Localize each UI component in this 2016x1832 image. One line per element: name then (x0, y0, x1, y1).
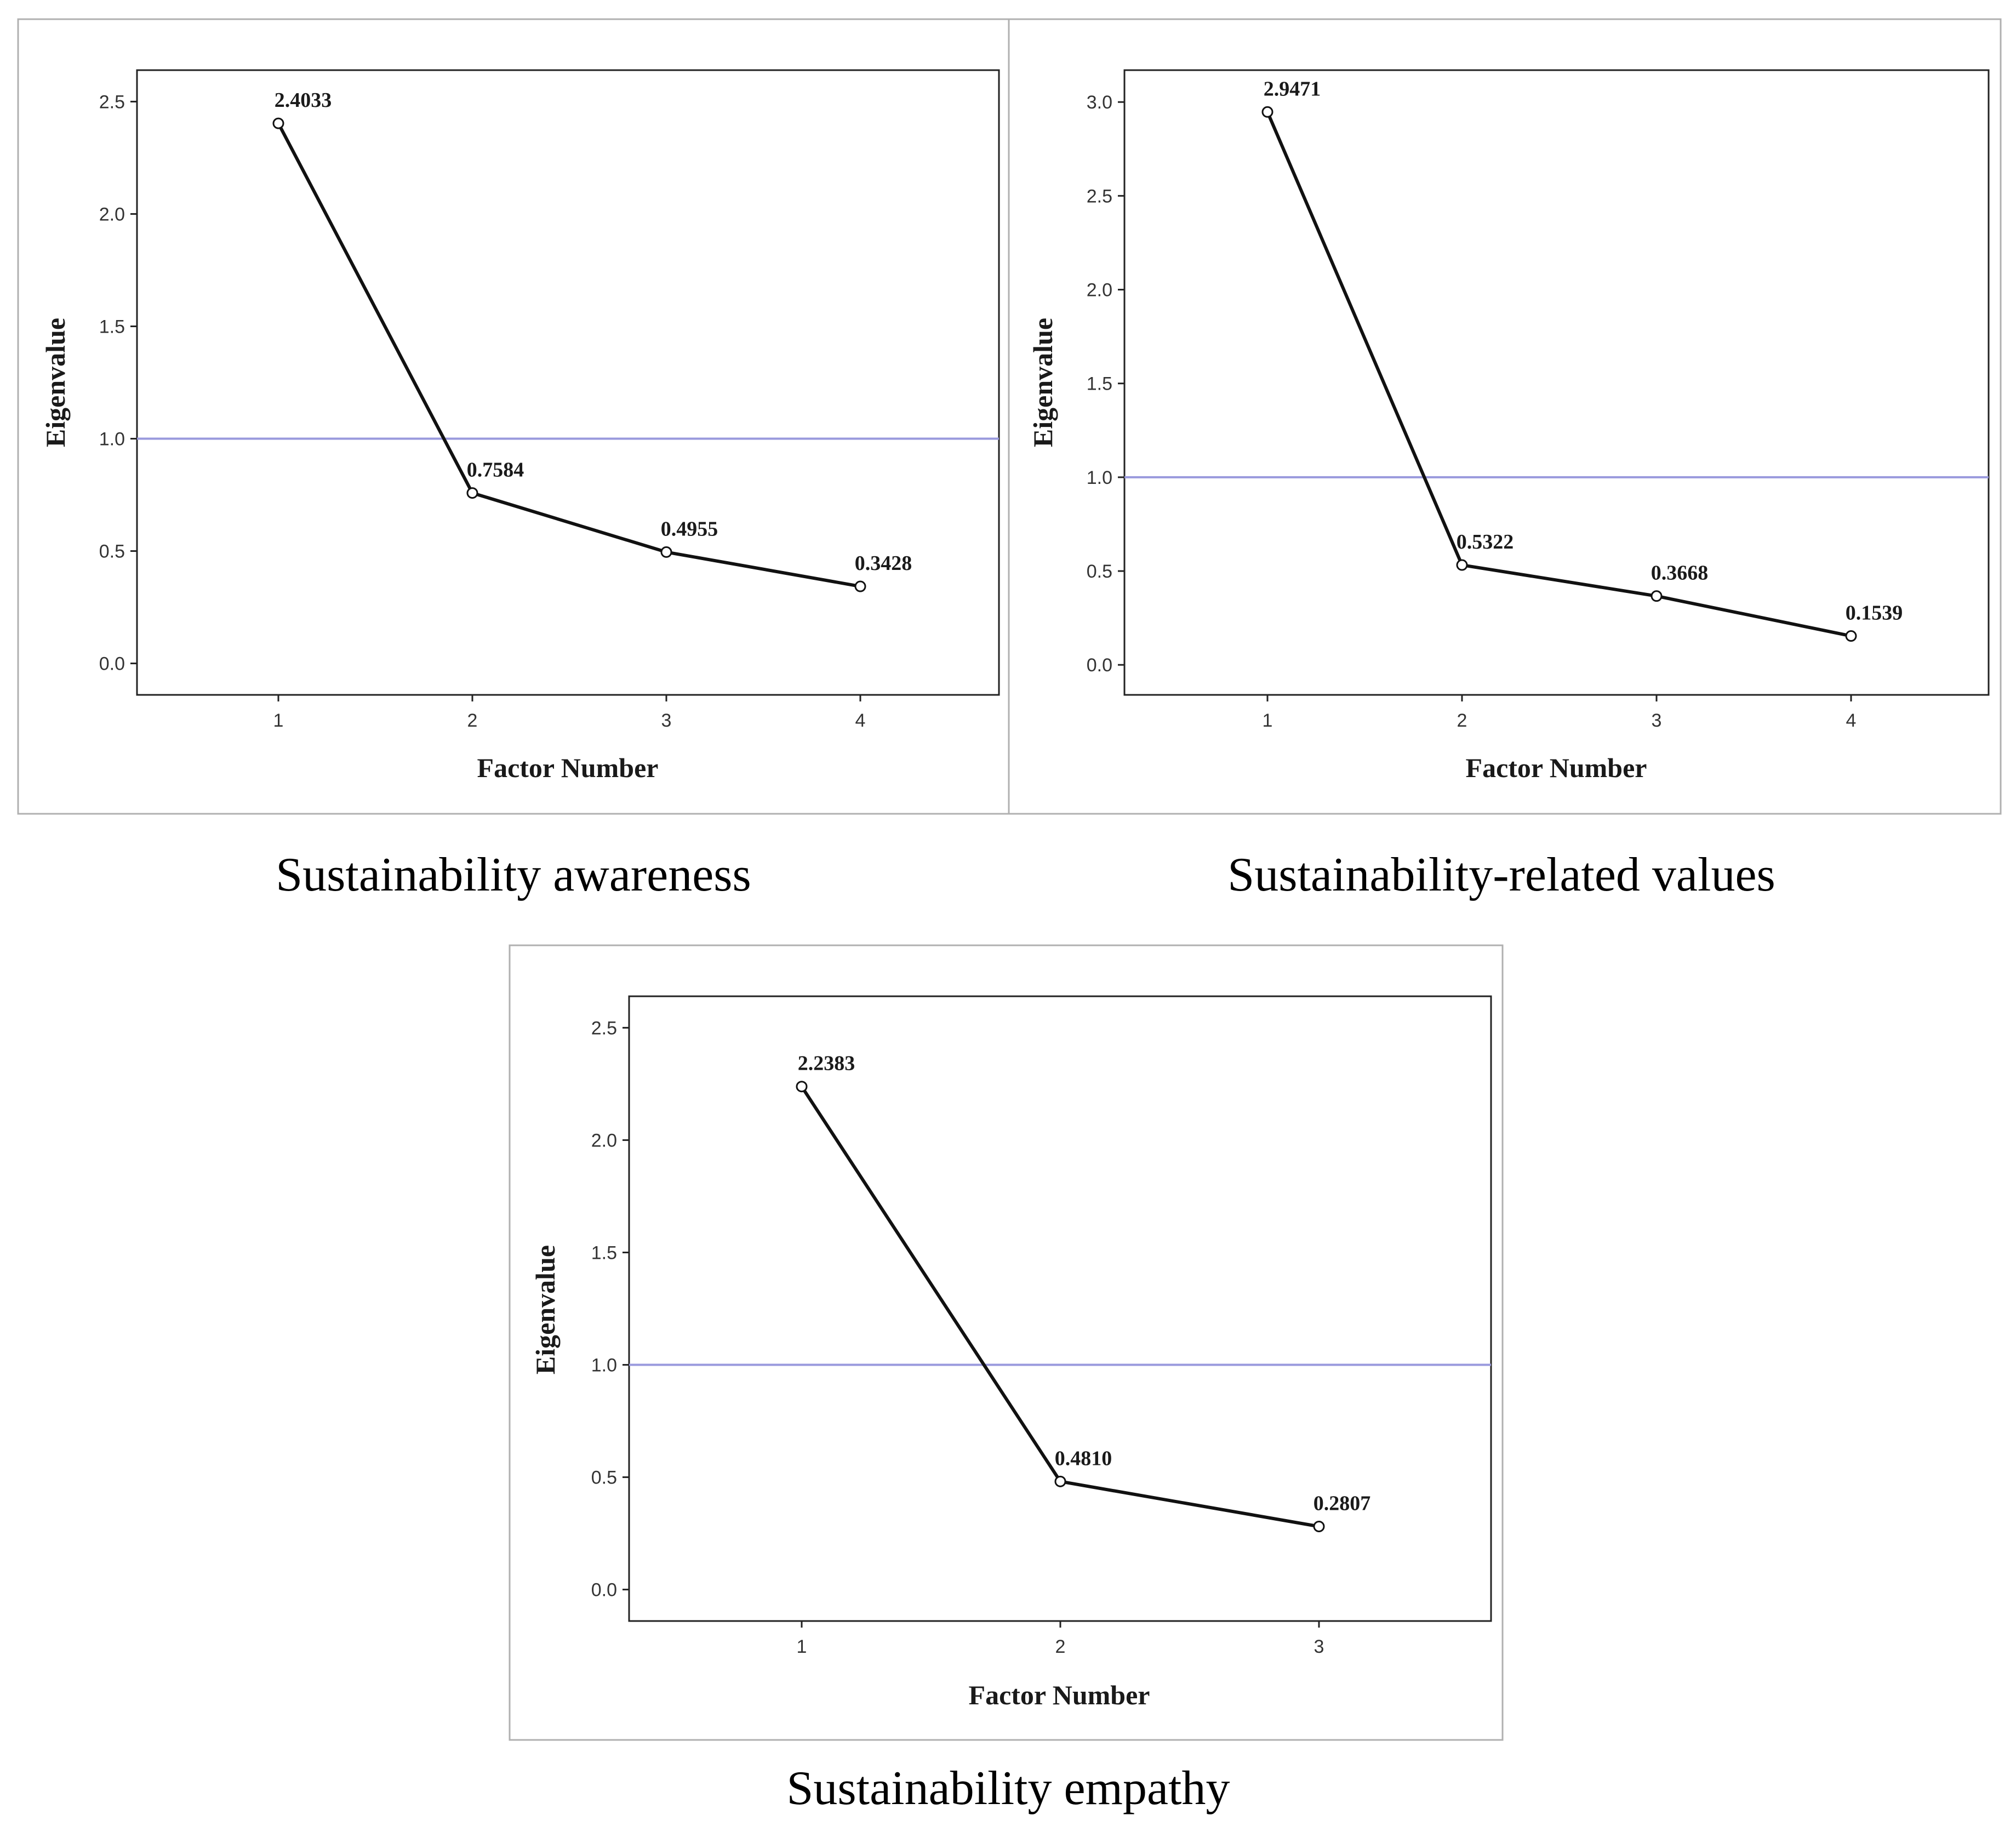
data-point-marker (1456, 559, 1468, 571)
y-tick-label: 1.0 (1087, 467, 1112, 488)
x-ticks: 1 2 3 4 (273, 695, 866, 731)
x-tick-label: 3 (661, 710, 672, 731)
data-label: 0.4955 (661, 517, 718, 540)
y-tick-label: 1.5 (99, 316, 125, 337)
y-tick-label: 1.0 (591, 1355, 617, 1376)
x-tick-label: 3 (1652, 710, 1662, 731)
caption-sustainability-empathy: Sustainability empathy (786, 1762, 1230, 1815)
y-tick-label: 0.0 (99, 654, 125, 675)
x-tick-label: 2 (1457, 710, 1467, 731)
data-label: 2.9471 (1264, 77, 1321, 100)
y-tick-label: 2.5 (591, 1018, 617, 1038)
plot-frame (136, 69, 1000, 696)
x-tick-label: 2 (467, 710, 478, 731)
data-label: 0.2807 (1313, 1492, 1371, 1515)
data-point-marker (1651, 590, 1663, 602)
x-tick-label: 2 (1055, 1636, 1066, 1657)
data-label: 0.3428 (855, 552, 912, 575)
data-point-marker (1054, 1475, 1066, 1487)
x-tick-label: 1 (797, 1636, 807, 1657)
data-label: 0.4810 (1055, 1447, 1112, 1470)
panel-border (1008, 18, 2002, 815)
y-ticks: 0.0 0.5 1.0 1.5 2.0 2.5 (99, 92, 137, 675)
data-point-marker (660, 546, 672, 558)
y-tick-label: 2.0 (99, 204, 125, 225)
caption-sustainability-awareness: Sustainability awareness (276, 848, 751, 901)
caption-sustainability-related-values: Sustainability-related values (1227, 848, 1775, 901)
y-tick-label: 0.0 (591, 1580, 617, 1601)
data-point-marker (1261, 106, 1273, 118)
x-tick-label: 1 (1263, 710, 1273, 731)
data-label: 0.5322 (1457, 530, 1514, 553)
plot-frame (1123, 69, 1990, 696)
y-tick-label: 0.0 (1087, 655, 1112, 676)
x-ticks: 1 2 3 4 (1263, 695, 1857, 731)
y-ticks: 0.0 0.5 1.0 1.5 2.0 2.5 (591, 1018, 629, 1601)
x-axis-title: Factor Number (969, 1680, 1150, 1710)
y-axis-title: Eigenvalue (1027, 318, 1058, 447)
y-axis-title: Eigenvalue (530, 1245, 561, 1374)
series-line (1266, 111, 1852, 638)
series-line (277, 122, 861, 588)
data-point-marker (1845, 630, 1857, 642)
y-tick-label: 1.5 (591, 1242, 617, 1263)
scree-series: 2.9471 0.5322 0.3668 0.1539 (1261, 77, 1903, 642)
x-tick-label: 4 (855, 710, 866, 731)
panel-border (509, 944, 1504, 1741)
y-ticks: 0.0 0.5 1.0 1.5 2.0 2.5 3.0 (1087, 92, 1124, 676)
y-tick-label: 2.0 (1087, 280, 1112, 301)
panel-sustainability-related-values: Eigenvalue Factor Number 0.0 0.5 1.0 1.5 2.0… (1008, 18, 2002, 815)
y-tick-label: 1.0 (99, 429, 125, 450)
data-label: 0.1539 (1846, 602, 1903, 625)
x-axis-title: Factor Number (1466, 752, 1647, 783)
data-label: 0.3668 (1651, 562, 1709, 585)
x-tick-label: 3 (1314, 1636, 1324, 1657)
scree-series: 2.2383 0.4810 0.2807 (796, 1052, 1371, 1532)
y-tick-label: 2.5 (1087, 186, 1112, 207)
data-point-marker (796, 1081, 808, 1093)
scree-series: 2.4033 0.7584 0.4955 0.3428 (272, 89, 912, 592)
data-point-marker (854, 580, 866, 592)
data-label: 0.7584 (467, 459, 524, 482)
y-tick-label: 2.0 (591, 1130, 617, 1151)
data-label: 2.4033 (275, 89, 332, 112)
panel-sustainability-empathy: Eigenvalue Factor Number 0.0 0.5 1.0 1.5 2.0… (509, 944, 1504, 1741)
y-tick-label: 0.5 (99, 541, 125, 562)
data-label: 2.2383 (798, 1052, 855, 1075)
data-point-marker (272, 117, 284, 129)
plot-frame (628, 995, 1492, 1622)
y-tick-label: 0.5 (1087, 561, 1112, 582)
y-tick-label: 1.5 (1087, 374, 1112, 395)
x-tick-label: 1 (273, 710, 284, 731)
x-axis-title: Factor Number (477, 752, 659, 783)
x-ticks: 1 2 3 (797, 1621, 1324, 1657)
y-tick-label: 0.5 (591, 1468, 617, 1488)
y-tick-label: 2.5 (99, 92, 125, 112)
data-point-marker (466, 487, 478, 499)
x-tick-label: 4 (1846, 710, 1857, 731)
y-tick-label: 3.0 (1087, 92, 1112, 113)
panel-sustainability-awareness: Eigenvalue Factor Number 0.0 0.5 1.0 1.5 2.0… (17, 18, 1010, 815)
y-axis-title: Eigenvalue (40, 318, 71, 447)
data-point-marker (1313, 1520, 1325, 1532)
